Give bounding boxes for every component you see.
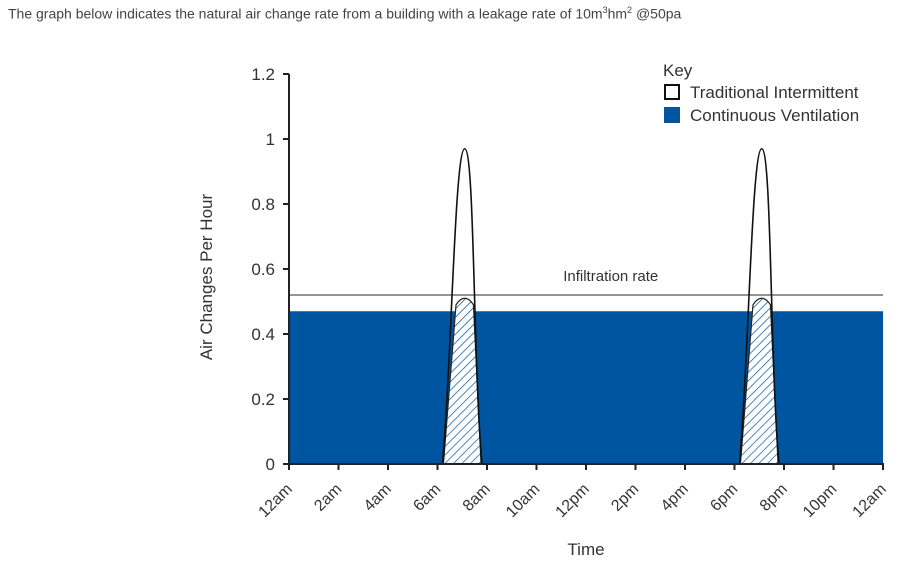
caption-sup-2: 2 [627,5,633,15]
x-tick-label-4: 8am [460,481,494,515]
y-tick-label-1: 0.2 [251,390,275,409]
x-tick-label-8: 4pm [658,481,692,515]
y-tick-label-0: 0 [266,455,275,474]
y-tick-label-6: 1.2 [251,65,275,84]
intermittent-peak-2 [738,147,780,465]
y-tick-label-2: 0.4 [251,325,275,344]
x-tick-label-6: 12pm [553,481,593,521]
x-tick-label-10: 8pm [757,481,791,515]
continuous-ventilation-area [289,311,883,464]
x-tick-label-7: 2pm [608,481,642,515]
caption-mid: hm [607,5,628,22]
caption-prefix: The graph below indicates the natural ai… [8,5,603,22]
x-tick-label-5: 10am [503,481,543,521]
legend-label-2: Continuous Ventilation [690,106,859,125]
legend-swatch-2 [664,107,680,123]
intermittent-overlap-hatch-1 [442,297,482,465]
x-tick-label-9: 6pm [707,481,741,515]
chart-caption: The graph below indicates the natural ai… [8,5,681,22]
x-tick-label-11: 10pm [800,481,840,521]
infiltration-rate-label: Infiltration rate [563,268,658,285]
x-tick-label-1: 2am [311,481,345,515]
x-tick-label-12: 12am [850,481,890,521]
legend-label-1: Traditional Intermittent [690,83,859,102]
y-tick-label-5: 1 [266,130,275,149]
y-axis-title: Air Changes Per Hour [197,194,216,361]
caption-suffix: @50pa [632,5,682,22]
y-tick-label-3: 0.6 [251,260,275,279]
caption-sup-1: 3 [602,5,608,15]
x-tick-label-2: 4am [361,481,395,515]
x-axis-title: Time [567,540,604,559]
x-tick-label-3: 6am [410,481,444,515]
intermittent-peak-1 [441,147,483,465]
y-tick-label-4: 0.8 [251,195,275,214]
legend-title: Key [663,61,693,80]
intermittent-overlap-hatch-2 [739,297,779,465]
x-tick-label-0: 12am [256,481,296,521]
legend-swatch-1 [664,84,680,100]
